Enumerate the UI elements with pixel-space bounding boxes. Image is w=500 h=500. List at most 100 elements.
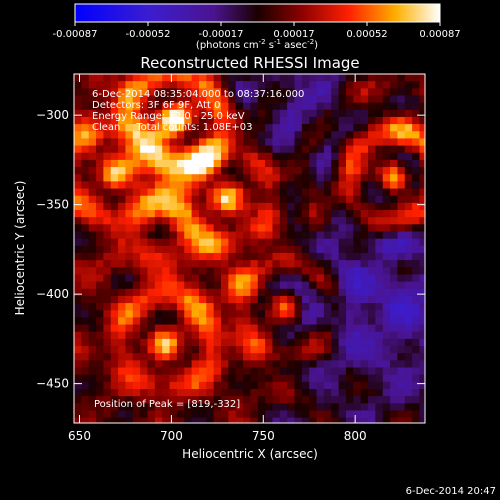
heatmap-cell <box>323 188 332 197</box>
heatmap-cell <box>316 95 325 104</box>
heatmap-cell <box>360 74 369 82</box>
heatmap-cell <box>118 310 126 318</box>
heatmap-cell <box>243 102 251 111</box>
heatmap-cell <box>88 260 97 268</box>
heatmap-cell <box>397 417 406 423</box>
heatmap-cell <box>301 152 310 161</box>
heatmap-cell <box>294 403 303 411</box>
heatmap-cell <box>397 388 406 397</box>
heatmap-cell <box>96 295 104 304</box>
heatmap-cell <box>331 252 340 261</box>
heatmap-cell <box>132 116 141 125</box>
heatmap-cell <box>184 374 193 383</box>
heatmap-cell <box>404 288 413 297</box>
heatmap-cell <box>412 388 420 397</box>
heatmap-cell <box>191 360 200 369</box>
heatmap-cell <box>412 303 420 311</box>
heatmap-cell <box>382 410 391 419</box>
heatmap-cell <box>412 360 420 369</box>
heatmap-cell <box>81 109 90 118</box>
heatmap-cell <box>243 116 251 125</box>
heatmap-cell <box>169 324 178 333</box>
heatmap-cell <box>250 217 259 225</box>
heatmap-cell <box>243 331 251 340</box>
heatmap-cell <box>323 138 332 147</box>
heatmap-cell <box>140 210 149 218</box>
heatmap-cell <box>294 138 303 147</box>
heatmap-cell <box>294 367 303 376</box>
heatmap-cell <box>404 410 413 419</box>
heatmap-cell <box>294 295 303 304</box>
heatmap-cell <box>345 303 354 311</box>
heatmap-cell <box>103 367 112 376</box>
heatmap-cell <box>154 210 163 218</box>
heatmap-cell <box>96 303 104 311</box>
heatmap-cell <box>125 231 134 240</box>
heatmap-cell <box>257 95 266 104</box>
heatmap-cell <box>338 317 347 326</box>
heatmap-cell <box>353 202 362 211</box>
heatmap-cell <box>404 131 413 139</box>
heatmap-cell <box>154 353 163 361</box>
heatmap-cell <box>404 338 413 347</box>
heatmap-cell <box>147 231 156 240</box>
heatmap-cell <box>368 202 376 211</box>
heatmap-cell <box>323 360 332 369</box>
heatmap-cell <box>404 260 413 268</box>
heatmap-cell <box>419 360 425 369</box>
heatmap-cell <box>176 417 185 423</box>
heatmap-cell <box>301 231 310 240</box>
heatmap-cell <box>88 295 97 304</box>
heatmap-cell <box>88 210 97 218</box>
heatmap-cell <box>169 109 178 118</box>
heatmap-cell <box>331 374 340 383</box>
heatmap-cell <box>125 295 134 304</box>
heatmap-cell <box>390 224 398 232</box>
heatmap-cell <box>74 367 82 376</box>
heatmap-cell <box>235 231 244 240</box>
heatmap-cell <box>221 338 229 347</box>
heatmap-cell <box>272 331 281 340</box>
heatmap-cell <box>382 88 391 96</box>
heatmap-cell <box>382 167 391 175</box>
heatmap-cell <box>169 245 178 254</box>
heatmap-cell <box>132 88 141 96</box>
heatmap-cell <box>250 331 259 340</box>
heatmap-cell <box>397 138 406 147</box>
heatmap-cell <box>154 396 163 404</box>
heatmap-cell <box>243 360 251 369</box>
heatmap-cell <box>243 174 251 182</box>
heatmap-cell <box>419 167 425 175</box>
heatmap-cell <box>316 102 325 111</box>
heatmap-cell <box>191 281 200 290</box>
heatmap-cell <box>243 303 251 311</box>
heatmap-cell <box>198 381 207 390</box>
heatmap-cell <box>221 252 229 261</box>
heatmap-cell <box>412 188 420 197</box>
heatmap-cell <box>191 174 200 182</box>
heatmap-cell <box>390 210 398 218</box>
heatmap-cell <box>331 403 340 411</box>
heatmap-cell <box>154 252 163 261</box>
heatmap-cell <box>419 124 425 132</box>
heatmap-cell <box>272 131 281 139</box>
heatmap-cell <box>118 95 126 104</box>
heatmap-cell <box>368 195 376 204</box>
heatmap-cell <box>257 109 266 118</box>
heatmap-cell <box>191 131 200 139</box>
heatmap-cell <box>162 417 171 423</box>
heatmap-cell <box>228 102 237 111</box>
heatmap-cell <box>257 396 266 404</box>
heatmap-cell <box>294 267 303 275</box>
heatmap-cell <box>353 252 362 261</box>
heatmap-cell <box>176 210 185 218</box>
heatmap-cell <box>382 317 391 326</box>
heatmap-cell <box>316 217 325 225</box>
heatmap-cell <box>331 245 340 254</box>
heatmap-cell <box>419 310 425 318</box>
heatmap-cell <box>309 303 318 311</box>
heatmap-cell <box>221 381 229 390</box>
heatmap-cell <box>309 346 318 354</box>
heatmap-cell <box>272 152 281 161</box>
heatmap-cell <box>184 288 193 297</box>
